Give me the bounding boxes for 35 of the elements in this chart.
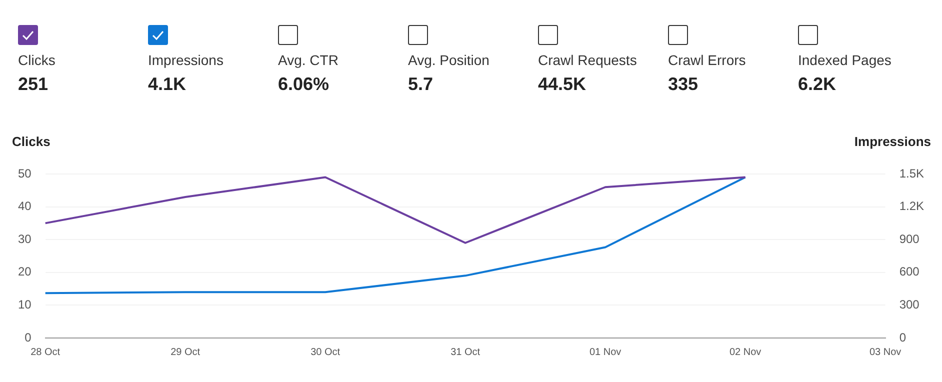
y-axis-title: Clicks <box>12 134 50 150</box>
category-label: Avg. CTR <box>278 52 340 68</box>
category-label: Avg. Position <box>408 52 490 68</box>
text: 335 <box>668 74 698 94</box>
x-tick-label: 30 Oct <box>310 346 340 358</box>
y2-tick-label: 0 <box>899 330 906 344</box>
y2-tick-label: 300 <box>899 298 920 312</box>
text: 5.7 <box>408 74 434 94</box>
y2-tick-label: 600 <box>899 264 920 279</box>
text: 44.5K <box>538 74 586 94</box>
text: 6.2K <box>798 74 836 94</box>
y-tick-label: 0 <box>24 330 32 344</box>
x-tick-label: 31 Oct <box>450 346 480 358</box>
text: 6.06% <box>278 74 330 94</box>
category-label: Impressions <box>148 52 224 68</box>
category-label: Crawl Requests <box>538 52 638 68</box>
x-tick-label: 02 Nov <box>729 346 762 358</box>
x-tick-label: 03 Nov <box>869 346 902 358</box>
category-label: Clicks <box>18 52 56 68</box>
x-tick-label: 29 Oct <box>170 346 200 358</box>
y-tick-label: 10 <box>18 298 32 312</box>
y2-tick-label: 1.2K <box>899 199 924 214</box>
category-label: Indexed Pages <box>798 52 892 68</box>
y2-axis-title: Impressions <box>854 134 931 150</box>
y2-tick-label: 1.5K <box>899 166 924 180</box>
y-tick-label: 40 <box>18 199 32 214</box>
category-label: Crawl Errors <box>668 52 747 68</box>
y-tick-label: 50 <box>18 166 32 180</box>
text: 251 <box>18 74 48 94</box>
y-tick-label: 30 <box>18 232 32 246</box>
x-tick-label: 28 Oct <box>30 346 60 358</box>
y2-tick-label: 900 <box>899 232 920 246</box>
x-tick-label: 01 Nov <box>589 346 622 358</box>
y-tick-label: 20 <box>18 264 32 279</box>
text: 4.1K <box>148 74 186 94</box>
